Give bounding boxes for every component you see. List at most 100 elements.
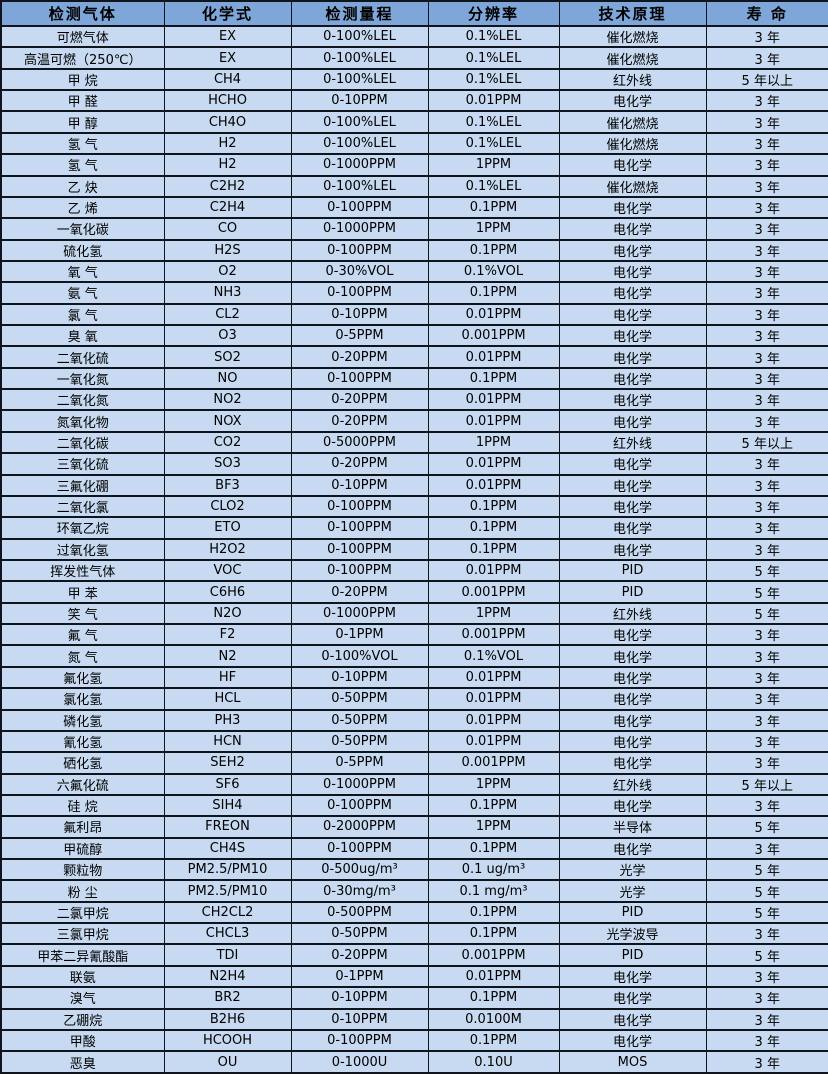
cell-range: 0-100PPM — [290, 793, 429, 818]
cell-lifespan: 3 年 — [705, 345, 828, 369]
cell-principle: 催化燃烧 — [558, 174, 707, 198]
cell-formula: SIH4 — [163, 793, 292, 818]
cell-gas: 氧 气 — [0, 259, 165, 284]
cell-gas: 笑 气 — [0, 601, 165, 626]
cell-range: 0-10PPM — [290, 665, 429, 690]
table-row: 氟化氢 HF 0-10PPM 0.01PPM 电化学 3 年 — [0, 665, 828, 690]
cell-gas: 一氧化碳 — [0, 217, 165, 241]
cell-resolution: 0.1PPM — [427, 922, 560, 946]
table-row: 甲酸 HCOOH 0-100PPM 0.1PPM 电化学 3 年 — [0, 1028, 828, 1053]
table-row: 氰化氢 HCN 0-50PPM 0.01PPM 电化学 3 年 — [0, 729, 828, 754]
cell-range: 0-20PPM — [290, 345, 429, 369]
cell-lifespan: 3 年 — [705, 89, 828, 113]
cell-principle: 电化学 — [558, 345, 707, 369]
cell-range: 0-1PPM — [290, 964, 429, 989]
cell-lifespan: 3 年 — [705, 153, 828, 177]
cell-principle: PID — [558, 900, 707, 925]
cell-lifespan: 3 年 — [705, 174, 828, 198]
cell-gas: 氰化氢 — [0, 729, 165, 754]
cell-formula: H2O2 — [163, 537, 292, 562]
cell-gas: 硅 烷 — [0, 793, 165, 818]
cell-lifespan: 3 年 — [705, 537, 828, 562]
cell-principle: 电化学 — [558, 751, 707, 775]
cell-lifespan: 3 年 — [705, 366, 828, 391]
cell-gas: 三氟化硼 — [0, 473, 165, 497]
cell-range: 0-100%LEL — [290, 24, 429, 49]
cell-gas: 甲硫醇 — [0, 836, 165, 861]
cell-formula: HCL — [163, 687, 292, 711]
cell-principle: 电化学 — [558, 644, 707, 668]
cell-resolution: 0.1 mg/m³ — [427, 879, 560, 903]
table-row: 甲 醛 HCHO 0-10PPM 0.01PPM 电化学 3 年 — [0, 89, 828, 113]
cell-gas: 甲 烷 — [0, 67, 165, 92]
cell-lifespan: 3 年 — [705, 195, 828, 220]
cell-formula: N2O — [163, 601, 292, 626]
cell-range: 0-1000PPM — [290, 772, 429, 796]
cell-range: 0-5PPM — [290, 751, 429, 775]
cell-resolution: 1PPM — [427, 217, 560, 241]
cell-resolution: 1PPM — [427, 153, 560, 177]
cell-resolution: 0.1PPM — [427, 238, 560, 262]
cell-gas: 甲酸 — [0, 1028, 165, 1053]
table-row: 乙 烯 C2H4 0-100PPM 0.1PPM 电化学 3 年 — [0, 195, 828, 220]
cell-formula: CO — [163, 217, 292, 241]
cell-gas: 氯化氢 — [0, 687, 165, 711]
cell-lifespan: 3 年 — [705, 131, 828, 156]
cell-formula: CH4S — [163, 836, 292, 861]
cell-gas: 氯 气 — [0, 302, 165, 327]
cell-principle: 催化燃烧 — [558, 46, 707, 70]
cell-gas: 一氧化氮 — [0, 366, 165, 391]
cell-principle: 电化学 — [558, 238, 707, 262]
cell-principle: 电化学 — [558, 665, 707, 690]
cell-resolution: 0.01PPM — [427, 473, 560, 497]
table-row: 硅 烷 SIH4 0-100PPM 0.1PPM 电化学 3 年 — [0, 793, 828, 818]
cell-formula: HCOOH — [163, 1028, 292, 1053]
cell-gas: 三氯甲烷 — [0, 922, 165, 946]
table-body: 可燃气体 EX 0-100%LEL 0.1%LEL 催化燃烧 3 年高温可燃（250℃） E… — [0, 24, 828, 1074]
cell-resolution: 0.1PPM — [427, 366, 560, 391]
header-lifespan: 寿 命 — [705, 0, 828, 27]
cell-lifespan: 5 年以上 — [705, 67, 828, 92]
cell-resolution: 0.001PPM — [427, 943, 560, 967]
cell-resolution: 0.1PPM — [427, 281, 560, 305]
cell-lifespan: 5 年 — [705, 857, 828, 882]
cell-principle: 红外线 — [558, 601, 707, 626]
cell-resolution: 0.001PPM — [427, 623, 560, 647]
table-row: 笑 气 N2O 0-1000PPM 1PPM 红外线 5 年 — [0, 601, 828, 626]
table-row: 三氯甲烷 CHCL3 0-50PPM 0.1PPM 光学波导 3 年 — [0, 922, 828, 946]
table-row: 乙硼烷 B2H6 0-10PPM 0.0100M 电化学 3 年 — [0, 1007, 828, 1031]
cell-lifespan: 3 年 — [705, 687, 828, 711]
cell-lifespan: 3 年 — [705, 281, 828, 305]
header-row: 检测气体 化学式 检测量程 分辨率 技术原理 寿 命 — [0, 0, 828, 27]
cell-formula: CLO2 — [163, 494, 292, 519]
cell-principle: 电化学 — [558, 366, 707, 391]
table-row: 氨 气 NH3 0-100PPM 0.1PPM 电化学 3 年 — [0, 281, 828, 305]
cell-range: 0-500PPM — [290, 900, 429, 925]
table-row: 溴气 BR2 0-10PPM 0.1PPM 电化学 3 年 — [0, 986, 828, 1010]
cell-gas: 甲 苯 — [0, 580, 165, 604]
cell-lifespan: 3 年 — [705, 110, 828, 134]
table-row: 一氧化氮 NO 0-100PPM 0.1PPM 电化学 3 年 — [0, 366, 828, 391]
cell-range: 0-100PPM — [290, 558, 429, 583]
cell-lifespan: 5 年 — [705, 879, 828, 903]
cell-gas: 二氧化碳 — [0, 430, 165, 455]
cell-principle: 半导体 — [558, 815, 707, 839]
cell-resolution: 1PPM — [427, 815, 560, 839]
table-row: 氢 气 H2 0-1000PPM 1PPM 电化学 3 年 — [0, 153, 828, 177]
cell-principle: 电化学 — [558, 687, 707, 711]
cell-formula: H2S — [163, 238, 292, 262]
cell-lifespan: 3 年 — [705, 409, 828, 433]
cell-formula: FREON — [163, 815, 292, 839]
cell-principle: 电化学 — [558, 537, 707, 562]
cell-formula: CO2 — [163, 430, 292, 455]
cell-formula: C2H4 — [163, 195, 292, 220]
cell-gas: 甲 醛 — [0, 89, 165, 113]
table-row: 挥发性气体 VOC 0-100PPM 0.01PPM PID 5 年 — [0, 558, 828, 583]
cell-gas: 氮氧化物 — [0, 409, 165, 433]
cell-lifespan: 3 年 — [705, 986, 828, 1010]
cell-gas: 六氟化硫 — [0, 772, 165, 796]
cell-lifespan: 3 年 — [705, 793, 828, 818]
table-row: 环氧乙烷 ETO 0-100PPM 0.1PPM 电化学 3 年 — [0, 516, 828, 540]
cell-gas: 二氧化氯 — [0, 494, 165, 519]
